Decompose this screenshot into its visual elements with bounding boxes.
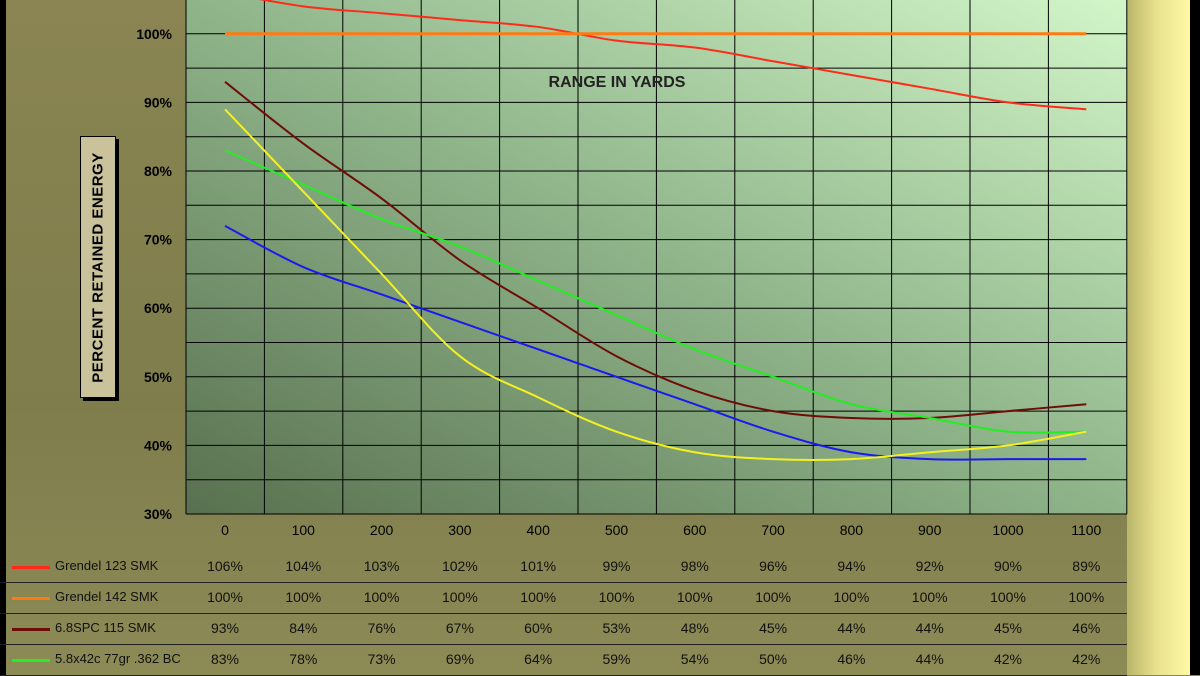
x-tick-label: 100 <box>292 522 316 538</box>
table-cell: 42% <box>993 651 1023 667</box>
x-tick-label: 300 <box>448 522 472 538</box>
legend-swatch <box>12 659 50 662</box>
table-cell: 89% <box>1072 558 1101 574</box>
y-axis-ticks: 30% 40% 50% 60% 70% 80% 90% 100% <box>136 26 172 522</box>
table-cell: 100% <box>520 589 557 605</box>
table-cell: 54% <box>680 651 709 667</box>
table-cell: 76% <box>367 620 396 636</box>
table-cell: 44% <box>837 620 866 636</box>
table-cell: 93% <box>210 620 240 636</box>
grid-lines <box>185 0 1128 515</box>
y-tick-label: 90% <box>144 94 173 110</box>
x-tick-label: 200 <box>370 522 394 538</box>
table-cell: 67% <box>445 620 474 636</box>
table-cell: 90% <box>993 558 1023 574</box>
table-cell: 96% <box>759 558 788 574</box>
table-cell: 92% <box>915 558 944 574</box>
x-axis-title: RANGE IN YARDS <box>549 74 686 91</box>
table-cell: 45% <box>759 620 788 636</box>
table-cell: 100% <box>598 589 635 605</box>
legend-swatch <box>12 597 50 600</box>
y-tick-label: 70% <box>144 232 173 248</box>
table-cell: 48% <box>680 620 709 636</box>
series-line-5 <box>224 108 1087 461</box>
table-cell: 100% <box>911 589 948 605</box>
legend-label: Grendel 123 SMK <box>55 558 159 573</box>
y-tick-label: 50% <box>144 369 173 385</box>
y-tick-label: 40% <box>144 437 173 453</box>
y-tick-label: 80% <box>144 163 173 179</box>
x-tick-label: 700 <box>761 522 785 538</box>
legend-label: Grendel 142 SMK <box>55 589 159 604</box>
table-cell: 44% <box>915 651 944 667</box>
legend-label: 5.8x42c 77gr .362 BC <box>55 651 181 666</box>
table-cell: 45% <box>993 620 1023 636</box>
table-cell: 44% <box>915 620 944 636</box>
table-row: Grendel 123 SMK 106% 104% 103% 102% 101% 99% 98… <box>0 552 1127 583</box>
table-cell: 42% <box>1072 651 1101 667</box>
table-cell: 99% <box>602 558 631 574</box>
table-row: 5.8x42c 77gr .362 BC 83% 78% 73% 69% 64% 59% 54… <box>0 645 1127 676</box>
table-cell: 100% <box>990 589 1026 605</box>
table-row: Grendel 142 SMK 100% 100% 100% 100% 100% 100% 1… <box>0 583 1127 614</box>
series-lines <box>224 0 1087 461</box>
x-tick-label: 0 <box>221 522 229 538</box>
right-gradient-panel <box>1127 0 1190 675</box>
table-cell: 46% <box>1072 620 1101 636</box>
table-cell: 94% <box>837 558 866 574</box>
table-cell: 100% <box>363 589 400 605</box>
series-line-4 <box>224 224 1087 461</box>
table-cell: 104% <box>285 558 322 574</box>
table-cell: 106% <box>207 558 243 574</box>
y-tick-label: 100% <box>136 26 172 42</box>
table-cell: 100% <box>1068 589 1105 605</box>
table-cell: 103% <box>363 558 400 574</box>
x-tick-label: 500 <box>605 522 629 538</box>
series-line-3 <box>224 149 1087 434</box>
table-cell: 100% <box>285 589 322 605</box>
table-cell: 60% <box>524 620 553 636</box>
table-cell: 83% <box>210 651 240 667</box>
table-cell: 73% <box>367 651 396 667</box>
x-tick-label: 900 <box>918 522 942 538</box>
y-axis-title-box: PERCENT RETAINED ENERGY <box>80 136 116 398</box>
x-tick-label: 1100 <box>1071 522 1101 538</box>
table-cell: 100% <box>207 589 243 605</box>
x-tick-label: 800 <box>840 522 864 538</box>
table-cell: 64% <box>524 651 553 667</box>
legend-label: 6.8SPC 115 SMK <box>55 620 156 635</box>
x-tick-label: 400 <box>527 522 551 538</box>
table-cell: 46% <box>837 651 866 667</box>
table-cell: 102% <box>441 558 478 574</box>
table-cell: 100% <box>833 589 870 605</box>
legend-swatch <box>12 628 50 631</box>
x-axis-ticks: 0 100 200 300 400 500 600 700 800 900 1000 1100 <box>221 522 1101 538</box>
y-tick-label: 60% <box>144 300 173 316</box>
x-tick-label: 600 <box>683 522 707 538</box>
y-axis-title: PERCENT RETAINED ENERGY <box>89 151 107 383</box>
table-cell: 100% <box>755 589 791 605</box>
table-cell: 50% <box>759 651 788 667</box>
y-tick-label: 30% <box>144 506 173 522</box>
table-cell: 100% <box>441 589 478 605</box>
table-cell: 78% <box>289 651 318 667</box>
table-cell: 69% <box>445 651 474 667</box>
table-cell: 53% <box>602 620 631 636</box>
x-tick-label: 1000 <box>992 522 1023 538</box>
legend-swatch <box>12 566 50 569</box>
series-line-0 <box>258 0 1087 111</box>
table-cell: 59% <box>602 651 631 667</box>
table-cell: 98% <box>680 558 709 574</box>
right-border <box>1190 0 1200 675</box>
left-border <box>0 0 6 675</box>
table-cell: 101% <box>520 558 557 574</box>
table-cell: 84% <box>289 620 318 636</box>
table-row: 6.8SPC 115 SMK 93% 84% 76% 67% 60% 53% 48% 45% 44… <box>0 614 1127 645</box>
table-cell: 100% <box>676 589 713 605</box>
